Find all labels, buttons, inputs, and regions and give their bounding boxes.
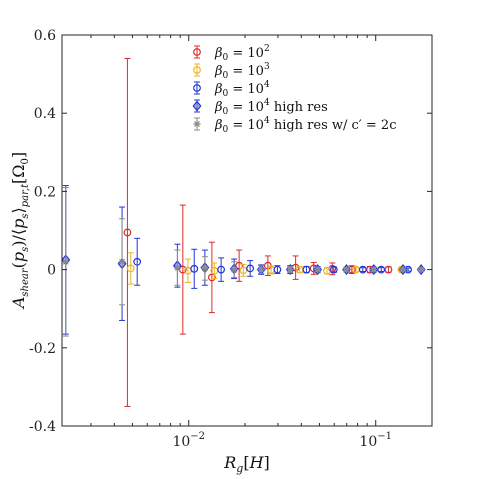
data-point: [417, 266, 425, 274]
data-point: [133, 257, 142, 266]
star-arm: [418, 266, 425, 273]
legend-marker: [193, 84, 201, 92]
data-point: [173, 264, 182, 272]
legend-value: = 10: [228, 46, 264, 61]
data-point: [384, 265, 393, 274]
legend-entry: β0 = 104 high res w/ c′ = 2c: [193, 116, 396, 135]
legend-label: β0 = 104 high res: [214, 98, 328, 117]
legend-symbol: β: [214, 46, 223, 61]
data-point: [207, 273, 216, 282]
x-tick-exponent: −2: [190, 431, 205, 442]
legend-label: β0 = 103: [214, 62, 270, 81]
legend-entry: β0 = 104 high res: [192, 98, 328, 117]
legend-suffix: high res w/ c′ = 2c: [270, 118, 397, 133]
legend-subscript: 0: [223, 125, 229, 135]
data-point: [126, 264, 135, 273]
x-tick-label: 10−1: [359, 431, 392, 450]
y-tick-label: -0.2: [29, 341, 56, 357]
data-point: [118, 258, 126, 266]
data-point: [217, 265, 226, 274]
legend-marker: [192, 100, 202, 112]
data-point: [123, 228, 132, 237]
data-marks: [61, 57, 426, 407]
legend-symbol: β: [214, 118, 223, 133]
legend-label: β0 = 102: [214, 44, 270, 63]
data-point: [342, 266, 351, 274]
data-point: [257, 266, 265, 274]
data-point: [246, 264, 255, 273]
legend-symbol: β: [214, 82, 223, 97]
legend-symbol: β: [214, 64, 223, 79]
star-arm: [400, 266, 406, 273]
legend-value: = 10: [228, 64, 264, 79]
y-tick-label: 0: [47, 263, 56, 279]
legend-exponent: 4: [264, 80, 270, 90]
y-axis-label: Ashear(ps)/⟨ps⟩par,t[Ω0]: [9, 152, 31, 310]
legend-marker: [193, 120, 201, 128]
data-point: [358, 265, 367, 274]
star-arm: [287, 266, 294, 273]
x-tick-base: 10: [172, 434, 190, 450]
star-arm: [62, 258, 69, 265]
data-point: [273, 265, 282, 274]
legend-exponent: 2: [264, 44, 270, 54]
legend-subscript: 0: [223, 71, 229, 81]
data-point: [302, 265, 311, 274]
y-tick-label: -0.4: [29, 419, 56, 435]
y-tick-label: 0.4: [34, 106, 56, 122]
legend-suffix: high res: [270, 100, 328, 115]
legend-exponent: 4: [264, 98, 270, 108]
legend-exponent: 3: [264, 62, 270, 72]
axis-ticks: -0.4-0.200.20.40.610−2 10−1: [29, 28, 433, 450]
legend-label: β0 = 104: [214, 80, 270, 99]
series-2: [133, 237, 412, 289]
data-point: [314, 266, 322, 274]
series-4: [62, 186, 425, 337]
legend-marker: [193, 66, 201, 74]
y-tick-label: 0.6: [34, 28, 56, 44]
legend-entry: β0 = 104: [193, 80, 270, 99]
x-axis-label: Rg[H]: [223, 453, 270, 475]
star-arm: [174, 264, 181, 271]
legend-exponent: 4: [264, 116, 270, 126]
star-arm: [314, 266, 321, 273]
legend-value: = 10: [228, 100, 264, 115]
legend-value: = 10: [228, 82, 264, 97]
data-point: [399, 266, 407, 274]
legend-subscript: 0: [223, 53, 229, 63]
data-point: [239, 266, 248, 275]
legend-entry: β0 = 102: [193, 44, 270, 63]
star-arm: [370, 266, 377, 273]
plot-frame: [61, 34, 433, 427]
legend-entry: β0 = 103: [193, 62, 270, 81]
star-arm: [343, 266, 350, 273]
plot-area: [62, 35, 432, 426]
legend-subscript: 0: [223, 89, 229, 99]
data-point: [230, 266, 238, 274]
data-point: [329, 265, 338, 274]
legend-value: = 10: [228, 118, 264, 133]
data-point: [190, 264, 199, 273]
star-arm: [201, 265, 208, 272]
x-tick-base: 10: [359, 434, 377, 450]
data-point: [62, 258, 70, 266]
data-point: [201, 264, 209, 273]
star-arm: [119, 258, 126, 265]
x-tick-exponent: −1: [377, 431, 392, 442]
star-arm: [231, 266, 238, 273]
legend-label: β0 = 104 high res w/ c′ = 2c: [214, 116, 396, 135]
x-tick-label: 10−2: [172, 431, 205, 450]
legend-symbol: β: [214, 100, 223, 115]
star-arm: [194, 121, 200, 127]
legend-marker: [193, 48, 201, 56]
legend-subscript: 0: [223, 107, 229, 117]
star-arm: [258, 266, 265, 273]
data-point: [286, 266, 294, 274]
y-tick-label: 0.2: [34, 184, 56, 200]
data-point: [370, 266, 378, 274]
